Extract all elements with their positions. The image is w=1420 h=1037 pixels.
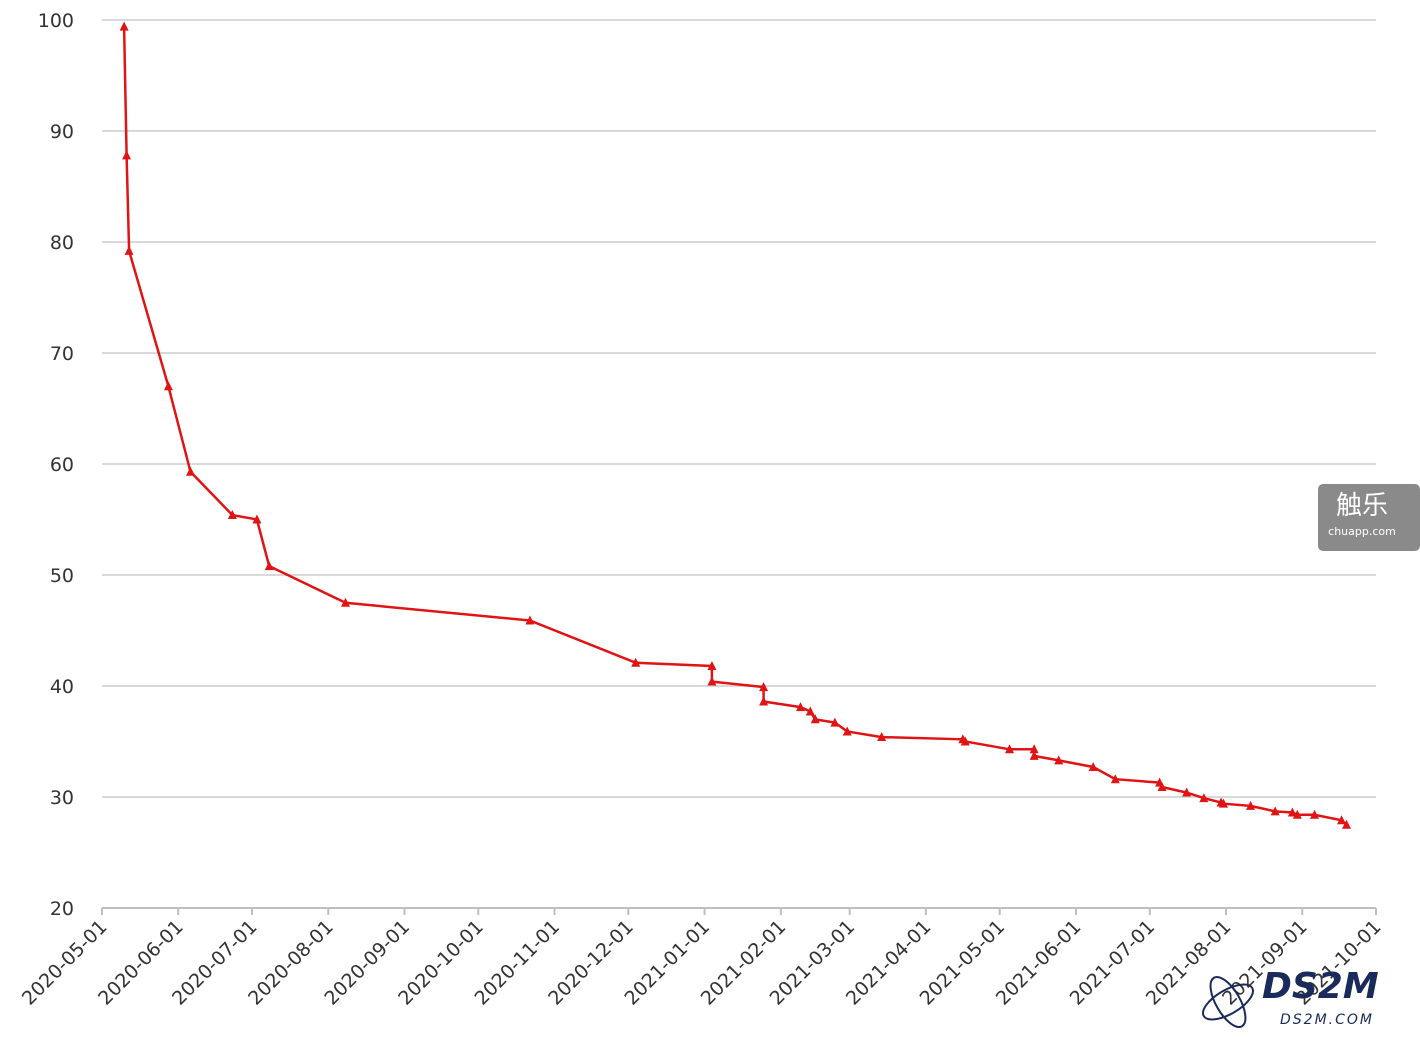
- marker: [227, 510, 237, 520]
- marker: [1292, 809, 1302, 819]
- marker: [795, 702, 805, 712]
- marker: [805, 706, 815, 716]
- marker: [1337, 815, 1347, 825]
- marker: [830, 717, 840, 727]
- marker: [810, 714, 820, 724]
- marker: [340, 597, 350, 607]
- watermark-text: DS2M: [1262, 966, 1379, 1007]
- watermark-text: 触乐: [1336, 491, 1388, 521]
- marker: [124, 245, 134, 255]
- y-tick-label: 60: [50, 454, 74, 476]
- marker: [707, 676, 717, 686]
- marker: [1054, 755, 1064, 765]
- y-tick-label: 20: [50, 898, 74, 920]
- y-tick-label: 80: [50, 232, 74, 254]
- marker: [842, 726, 852, 736]
- marker: [1270, 806, 1280, 816]
- marker: [1287, 807, 1297, 817]
- marker: [1088, 762, 1098, 772]
- marker: [1157, 782, 1167, 792]
- logo-orbit: [1209, 976, 1247, 1028]
- watermark-text: DS2M.COM: [1280, 1012, 1374, 1028]
- line: [122, 26, 1348, 826]
- marker: [163, 381, 173, 391]
- marker: [252, 514, 262, 524]
- watermark-ds2m: DS2M DS2M.COM: [1202, 966, 1379, 1028]
- marker: [960, 736, 970, 746]
- marker: [1029, 744, 1039, 754]
- marker: [1199, 793, 1209, 803]
- y-tick-label: 30: [50, 787, 74, 809]
- marker: [631, 657, 641, 667]
- y-tick-label: 70: [50, 343, 74, 365]
- marker: [1310, 809, 1320, 819]
- y-tick-label: 40: [50, 676, 74, 698]
- marker: [1341, 819, 1351, 829]
- marker: [877, 732, 887, 742]
- logo-orbit: [1202, 983, 1254, 1021]
- marker: [264, 561, 274, 571]
- marker: [1246, 800, 1256, 810]
- marker: [1029, 750, 1039, 760]
- y-tick-label: 50: [50, 565, 74, 587]
- marker: [1005, 744, 1015, 754]
- marker: [119, 21, 129, 31]
- watermark-text: chuapp.com: [1328, 525, 1396, 538]
- marker: [1219, 798, 1229, 808]
- marker: [759, 682, 769, 692]
- y-tick-label: 90: [50, 121, 74, 143]
- marker: [759, 696, 769, 706]
- y-tick-label: 100: [38, 10, 74, 32]
- watermark-box: [1318, 484, 1420, 551]
- marker: [707, 661, 717, 671]
- marker: [525, 615, 535, 625]
- marker: [1182, 787, 1192, 797]
- marker: [122, 150, 132, 160]
- marker: [186, 466, 196, 476]
- watermark-chuapp: 触乐 chuapp.com: [1318, 484, 1420, 551]
- marker: [1110, 774, 1120, 784]
